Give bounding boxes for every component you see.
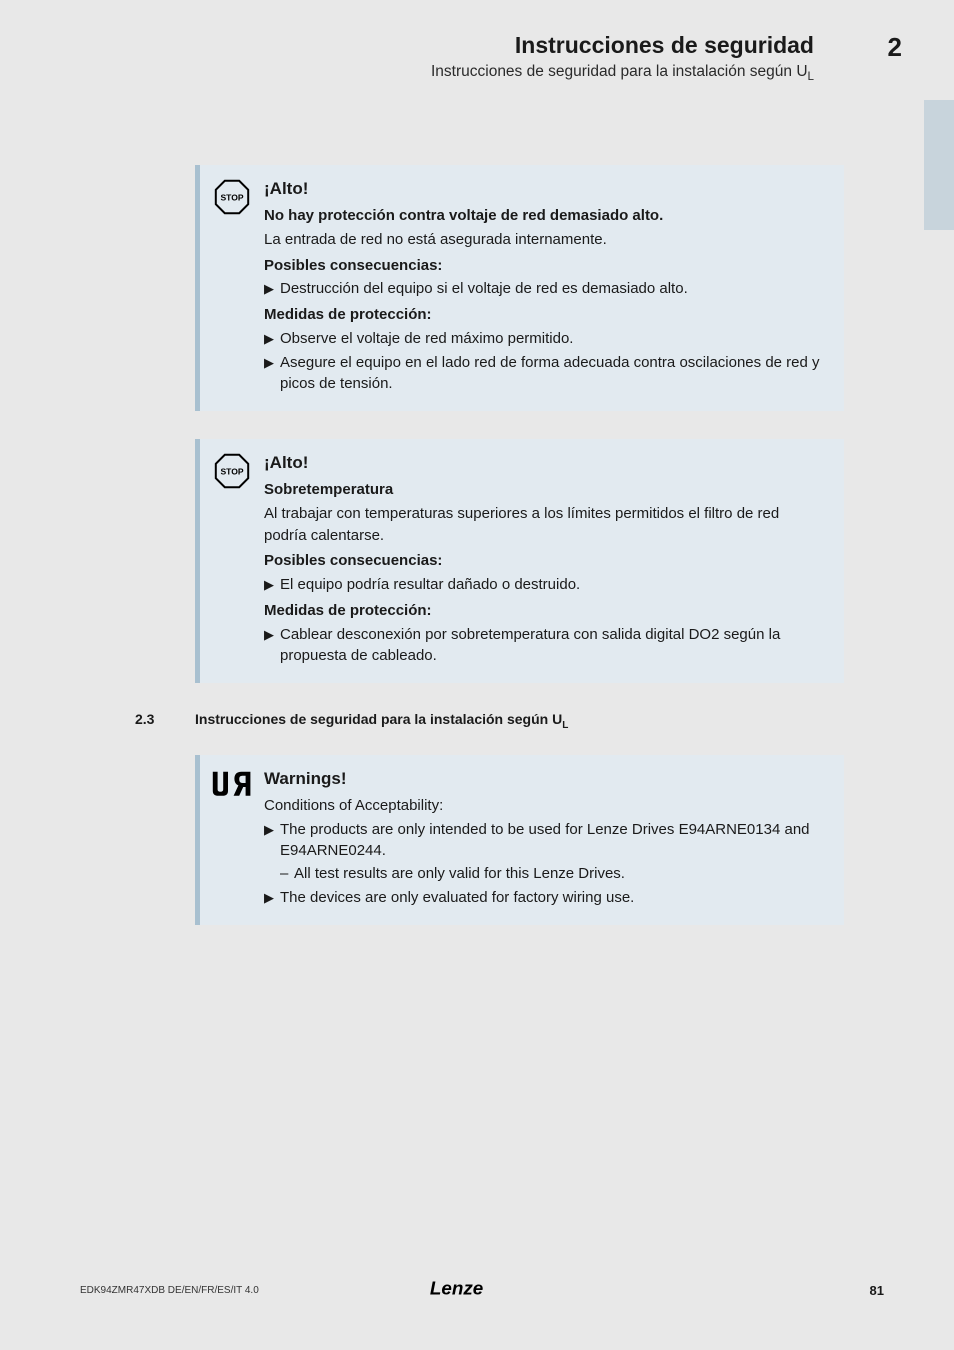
stop-icon: STOP [214, 179, 250, 215]
notice-body: STOP ¡Alto! Sobretemperatura Al trabajar… [195, 439, 844, 683]
notice-title: ¡Alto! [264, 179, 822, 199]
notice-block: Warnings! Conditions of Acceptability: ▶… [195, 755, 844, 925]
notice-bullet: ▶ Asegure el equipo en el lado red de fo… [264, 352, 822, 396]
bullet-text: The devices are only evaluated for facto… [280, 887, 822, 909]
page-header: Instrucciones de seguridad Instrucciones… [0, 0, 954, 105]
svg-text:Lenze: Lenze [430, 1277, 483, 1298]
page-number: 81 [870, 1283, 884, 1298]
svg-text:STOP: STOP [220, 193, 243, 203]
notice-body: Warnings! Conditions of Acceptability: ▶… [195, 755, 844, 925]
bullet-marker-icon: ▶ [264, 624, 280, 645]
section-title: Instrucciones de seguridad para la insta… [195, 711, 568, 731]
header-title: Instrucciones de seguridad [60, 32, 814, 59]
bullet-text: Asegure el equipo en el lado red de form… [280, 352, 822, 396]
bullet-marker-icon: ▶ [264, 278, 280, 299]
notice-line: Al trabajar con temperaturas superiores … [264, 503, 822, 547]
bullet-text: The products are only intended to be use… [280, 819, 822, 863]
notice-block: STOP ¡Alto! No hay protección contra vol… [195, 165, 844, 411]
notice-bullet: ▶ Cablear desconexión por sobretemperatu… [264, 624, 822, 668]
footer-docinfo: EDK94ZMR47XDB DE/EN/FR/ES/IT 4.0 [80, 1285, 259, 1296]
lenze-logo: Lenze [429, 1277, 525, 1304]
notice-line: Medidas de protección: [264, 304, 822, 326]
notice-bullet: ▶ El equipo podría resultar dañado o des… [264, 574, 822, 596]
bullet-marker-icon: ▶ [264, 819, 280, 840]
notice-line: Posibles consecuencias: [264, 550, 822, 572]
notice-title: ¡Alto! [264, 453, 822, 473]
header-subtitle: Instrucciones de seguridad para la insta… [60, 63, 814, 83]
notice-line: Sobretemperatura [264, 479, 822, 501]
notice-bullet: ▶ The devices are only evaluated for fac… [264, 887, 822, 909]
notice-dash: – All test results are only valid for th… [264, 863, 822, 885]
content-area: STOP ¡Alto! No hay protección contra vol… [0, 105, 954, 925]
notice-line: Medidas de protección: [264, 600, 822, 622]
notice-bullet: ▶ Observe el voltaje de red máximo permi… [264, 328, 822, 350]
header-text-block: Instrucciones de seguridad Instrucciones… [60, 32, 894, 83]
bullet-text: El equipo podría resultar dañado o destr… [280, 574, 822, 596]
dash-text: All test results are only valid for this… [294, 863, 822, 885]
notice-title: Warnings! [264, 769, 822, 789]
bullet-marker-icon: ▶ [264, 887, 280, 908]
notice-line: Conditions of Acceptability: [264, 795, 822, 817]
chapter-number: 2 [888, 32, 902, 63]
ul-mark-icon [212, 767, 252, 799]
bullet-marker-icon: ▶ [264, 574, 280, 595]
bullet-marker-icon: ▶ [264, 328, 280, 349]
notice-line: No hay protección contra voltaje de red … [264, 205, 822, 227]
notice-line: Posibles consecuencias: [264, 255, 822, 277]
dash-marker-icon: – [280, 863, 294, 885]
section-heading: 2.3 Instrucciones de seguridad para la i… [135, 711, 844, 731]
bullet-marker-icon: ▶ [264, 352, 280, 373]
notice-bullet: ▶ Destrucción del equipo si el voltaje d… [264, 278, 822, 300]
bullet-text: Cablear desconexión por sobretemperatura… [280, 624, 822, 668]
page-footer: EDK94ZMR47XDB DE/EN/FR/ES/IT 4.0 Lenze 8… [0, 1283, 954, 1298]
notice-body: STOP ¡Alto! No hay protección contra vol… [195, 165, 844, 411]
section-number: 2.3 [135, 711, 195, 731]
notice-block: STOP ¡Alto! Sobretemperatura Al trabajar… [195, 439, 844, 683]
section-title-sub: L [562, 720, 568, 731]
section-title-pre: Instrucciones de seguridad para la insta… [195, 711, 562, 727]
bullet-text: Observe el voltaje de red máximo permiti… [280, 328, 822, 350]
stop-icon: STOP [214, 453, 250, 489]
notice-bullet: ▶ The products are only intended to be u… [264, 819, 822, 863]
header-subtitle-pre: Instrucciones de seguridad para la insta… [431, 63, 808, 80]
header-subtitle-sub: L [808, 70, 814, 83]
bullet-text: Destrucción del equipo si el voltaje de … [280, 278, 822, 300]
svg-text:STOP: STOP [220, 467, 243, 477]
side-tab [924, 100, 954, 230]
notice-line: La entrada de red no está asegurada inte… [264, 229, 822, 251]
